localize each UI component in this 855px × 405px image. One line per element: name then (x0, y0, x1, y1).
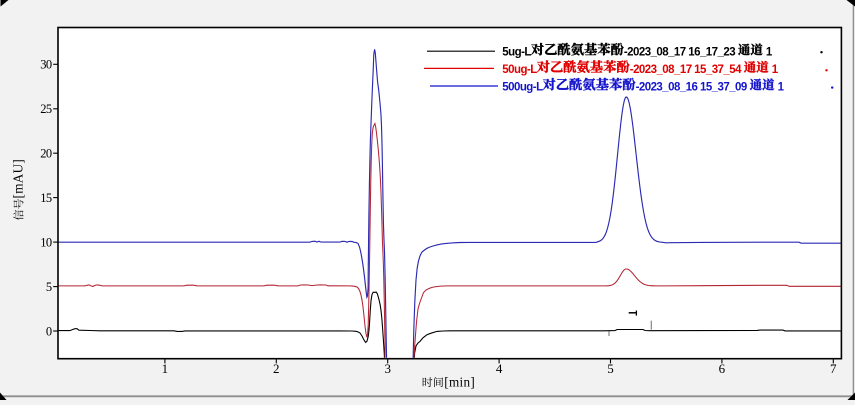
svg-text:5: 5 (46, 280, 52, 294)
svg-text:3: 3 (384, 361, 391, 376)
svg-text:[mAU]: [mAU] (11, 159, 26, 199)
svg-text:[min]: [min] (444, 374, 475, 389)
svg-text:5ug-L: 5ug-L (502, 46, 531, 58)
svg-text:25: 25 (40, 102, 52, 116)
svg-text:4: 4 (496, 361, 503, 376)
svg-text:-2023_08_16 15_37_09: -2023_08_16 15_37_09 (636, 81, 747, 93)
svg-text:500ug-L: 500ug-L (502, 81, 543, 93)
svg-text:2: 2 (273, 361, 280, 376)
svg-text:6: 6 (719, 361, 726, 376)
svg-text:15: 15 (40, 191, 52, 205)
svg-text:10: 10 (40, 236, 52, 250)
svg-text:5: 5 (607, 361, 614, 376)
svg-text:-2023_08_17 15_37_54: -2023_08_17 15_37_54 (630, 64, 742, 76)
svg-text:20: 20 (40, 147, 52, 161)
svg-text:0: 0 (46, 324, 52, 338)
svg-text:30: 30 (40, 58, 52, 72)
svg-text:50ug-L: 50ug-L (502, 64, 537, 76)
svg-text:7: 7 (830, 361, 837, 376)
svg-text:1: 1 (162, 361, 169, 376)
svg-text:-2023_08_17 16_17_23: -2023_08_17 16_17_23 (624, 46, 735, 58)
